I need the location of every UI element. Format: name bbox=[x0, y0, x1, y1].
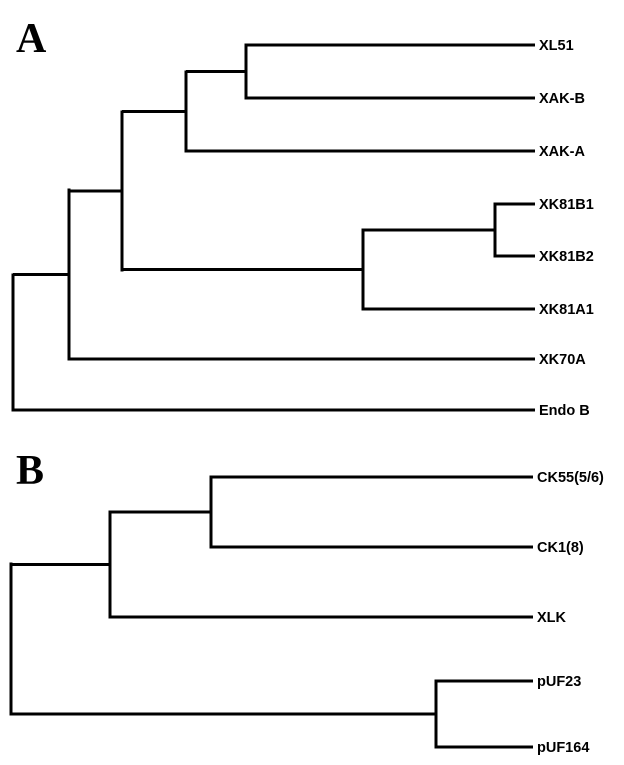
tip-label-puf164: pUF164 bbox=[537, 740, 589, 756]
tip-label-xk81b1: XK81B1 bbox=[539, 197, 594, 213]
tip-label-endo-b: Endo B bbox=[539, 403, 590, 419]
tip-label-xk70a: XK70A bbox=[539, 352, 586, 368]
panel-a: A XL51 XAK-B XAK-A XK81B1 XK81B2 XK81A1 XK70A En… bbox=[11, 16, 594, 419]
tip-label-xlk: XLK bbox=[537, 610, 567, 626]
panel-b: B CK55(5/6) CK1(8) XLK pUF23 pUF164 bbox=[9, 448, 604, 756]
tip-label-ck1-8-: CK1(8) bbox=[537, 540, 584, 556]
tip-label-ck55-5-6-: CK55(5/6) bbox=[537, 470, 604, 486]
tip-label-xak-a: XAK-A bbox=[539, 144, 585, 160]
panel-letter-b: B bbox=[16, 448, 44, 494]
tip-label-xk81b2: XK81B2 bbox=[539, 249, 594, 265]
panel-letter-a: A bbox=[16, 16, 47, 62]
tip-label-xk81a1: XK81A1 bbox=[539, 302, 594, 318]
tip-label-xl51: XL51 bbox=[539, 38, 574, 54]
tip-label-puf23: pUF23 bbox=[537, 674, 581, 690]
tip-label-xak-b: XAK-B bbox=[539, 91, 585, 107]
